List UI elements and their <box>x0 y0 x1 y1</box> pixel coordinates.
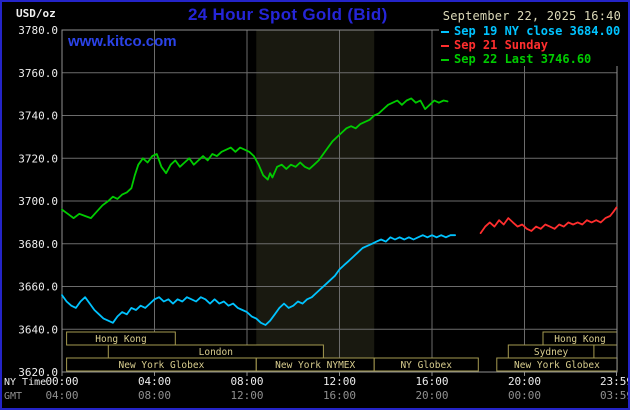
x-tick-ny: 12:00 <box>323 375 356 388</box>
y-tick-label: 3700.0 <box>18 195 58 208</box>
legend-label: Sep 22 Last 3746.60 <box>454 52 592 66</box>
units-label: USD/oz <box>16 7 56 20</box>
chart-title: 24 Hour Spot Gold (Bid) <box>188 5 388 24</box>
gmt-axis-label: GMT <box>4 391 22 402</box>
datetime-label: September 22, 2025 16:40 <box>442 9 621 23</box>
x-tick-gmt: 16:00 <box>323 389 356 402</box>
y-tick-label: 3760.0 <box>18 67 58 80</box>
legend-item: Sep 21 Sunday <box>441 38 620 52</box>
session-box <box>373 357 479 372</box>
legend-dash-icon <box>441 30 449 33</box>
session-label: Hong Kong <box>554 334 605 345</box>
series-line-sep-19-ny-close <box>61 234 457 326</box>
session-label: New York NYMEX <box>275 360 355 371</box>
legend: Sep 19 NY close 3684.00 Sep 21 Sunday Sep … <box>439 24 623 66</box>
x-tick-gmt: 04:00 <box>45 389 78 402</box>
x-tick-ny: 23:59 <box>600 375 630 388</box>
x-tick-ny: 00:00 <box>45 375 78 388</box>
session-label: New York Globex <box>514 360 600 371</box>
session-label: NY Globex <box>400 360 452 371</box>
series-line-sep-22-last <box>61 97 449 220</box>
session-label: London <box>199 347 233 358</box>
kitco-link[interactable]: www.kitco.com <box>68 33 177 50</box>
y-tick-label: 3720.0 <box>18 152 58 165</box>
legend-dash-icon <box>441 58 449 61</box>
legend-label: Sep 19 NY close 3684.00 <box>454 24 621 38</box>
x-tick-ny: 20:00 <box>508 375 541 388</box>
ny-time-axis-label: NY Time <box>4 377 46 388</box>
y-tick-label: 3680.0 <box>18 238 58 251</box>
y-tick-label: 3740.0 <box>18 110 58 123</box>
session-label: New York Globex <box>119 360 205 371</box>
x-tick-gmt: 08:00 <box>138 389 171 402</box>
legend-item: Sep 19 NY close 3684.00 <box>441 24 621 38</box>
y-tick-label: 3620.0 <box>18 366 58 379</box>
x-tick-gmt: 03:59 <box>600 389 630 402</box>
x-tick-ny: 16:00 <box>415 375 448 388</box>
legend-item: Sep 22 Last 3746.60 <box>441 52 620 66</box>
session-label: Sydney <box>534 347 569 358</box>
x-tick-ny: 08:00 <box>230 375 263 388</box>
x-tick-ny: 04:00 <box>138 375 171 388</box>
series-line-sep-21-sunday <box>479 206 618 235</box>
legend-dash-icon <box>441 44 449 47</box>
x-tick-gmt: 12:00 <box>230 389 263 402</box>
y-tick-label: 3780.0 <box>18 24 58 37</box>
session-label: Hong Kong <box>95 334 146 345</box>
y-tick-label: 3660.0 <box>18 281 58 294</box>
legend-label: Sep 21 Sunday <box>454 38 548 52</box>
y-tick-label: 3640.0 <box>18 323 58 336</box>
x-tick-gmt: 00:00 <box>508 389 541 402</box>
x-tick-gmt: 20:00 <box>415 389 448 402</box>
